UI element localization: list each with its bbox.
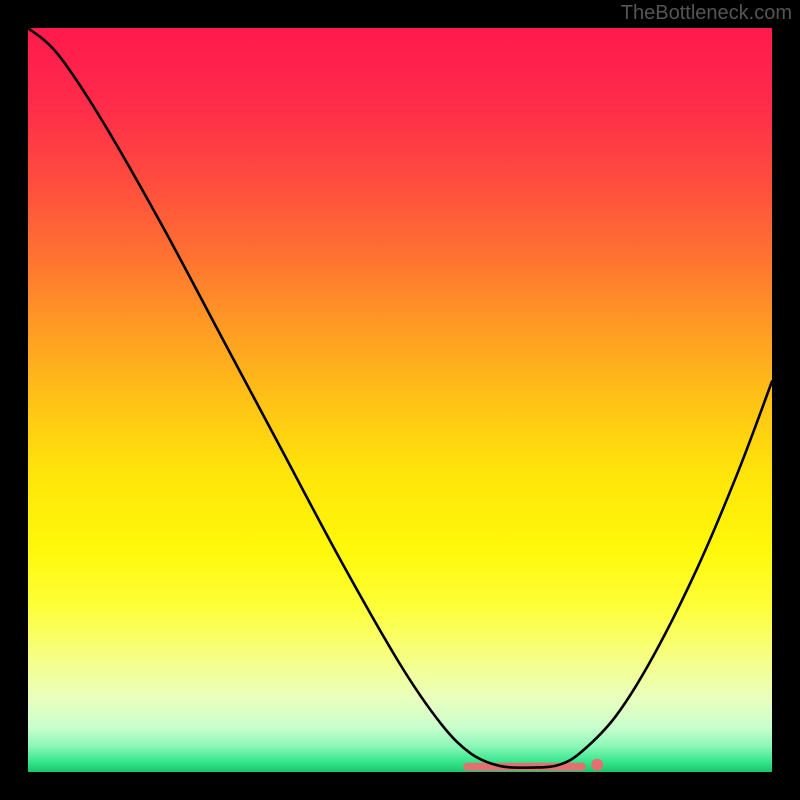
plot-background <box>28 28 772 772</box>
bottleneck-chart <box>0 0 800 800</box>
chart-frame: TheBottleneck.com <box>0 0 800 800</box>
attribution-label: TheBottleneck.com <box>621 2 792 25</box>
